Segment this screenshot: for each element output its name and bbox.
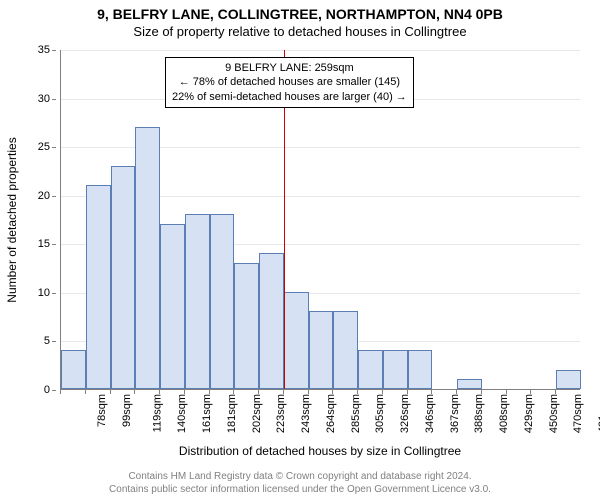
- y-axis-ticks: 05101520253035: [0, 50, 56, 390]
- y-tick-mark: [52, 293, 56, 294]
- histogram-bar: [160, 224, 185, 389]
- x-tick-mark: [283, 390, 284, 394]
- y-tick-label: 15: [0, 238, 50, 250]
- footer-line-1: Contains HM Land Registry data © Crown c…: [0, 470, 600, 483]
- y-tick-label: 20: [0, 190, 50, 202]
- y-tick-label: 30: [0, 93, 50, 105]
- x-tick-label: 470sqm: [574, 394, 585, 433]
- histogram-bar: [210, 214, 235, 389]
- histogram-bar: [383, 350, 408, 389]
- y-tick-label: 5: [0, 335, 50, 347]
- x-tick-mark: [134, 390, 135, 394]
- x-tick-mark: [308, 390, 309, 394]
- y-tick-label: 0: [0, 384, 50, 396]
- footer-line-2: Contains public sector information licen…: [0, 483, 600, 496]
- x-tick-mark: [530, 390, 531, 394]
- x-tick-label: 99sqm: [122, 394, 133, 427]
- chart-title-sub: Size of property relative to detached ho…: [0, 24, 600, 39]
- x-tick-mark: [407, 390, 408, 394]
- histogram-bar: [358, 350, 383, 389]
- x-tick-mark: [209, 390, 210, 394]
- chart-title-main: 9, BELFRY LANE, COLLINGTREE, NORTHAMPTON…: [0, 6, 600, 22]
- x-axis-label: Distribution of detached houses by size …: [60, 444, 580, 458]
- y-tick-mark: [52, 341, 56, 342]
- histogram-bar: [556, 370, 581, 389]
- x-tick-mark: [233, 390, 234, 394]
- annotation-line-1: 9 BELFRY LANE: 259sqm: [172, 61, 407, 75]
- x-tick-mark: [506, 390, 507, 394]
- histogram-bar: [86, 185, 111, 389]
- y-tick-mark: [52, 196, 56, 197]
- y-tick-mark: [52, 99, 56, 100]
- histogram-bar: [234, 263, 259, 389]
- histogram-bar: [309, 311, 334, 389]
- x-tick-label: 408sqm: [499, 394, 510, 433]
- x-tick-label: 223sqm: [276, 394, 287, 433]
- x-tick-label: 388sqm: [475, 394, 486, 433]
- histogram-bar: [111, 166, 136, 389]
- x-tick-mark: [110, 390, 111, 394]
- x-tick-mark: [60, 390, 61, 394]
- chart-container: 9, BELFRY LANE, COLLINGTREE, NORTHAMPTON…: [0, 0, 600, 500]
- histogram-bar: [457, 379, 482, 389]
- histogram-bar: [185, 214, 210, 389]
- x-tick-label: 202sqm: [252, 394, 263, 433]
- y-tick-mark: [52, 244, 56, 245]
- x-tick-label: 78sqm: [97, 394, 108, 427]
- histogram-bar: [333, 311, 358, 389]
- x-tick-mark: [431, 390, 432, 394]
- x-tick-label: 140sqm: [177, 394, 188, 433]
- x-tick-mark: [332, 390, 333, 394]
- footer-attribution: Contains HM Land Registry data © Crown c…: [0, 470, 600, 496]
- x-axis-ticks: 78sqm 99sqm 119sqm 140sqm 161sqm 181sqm 202sqm…: [60, 390, 580, 450]
- x-tick-mark: [258, 390, 259, 394]
- x-tick-mark: [456, 390, 457, 394]
- x-tick-label: 285sqm: [351, 394, 362, 433]
- x-tick-label: 264sqm: [326, 394, 337, 433]
- y-tick-label: 25: [0, 141, 50, 153]
- y-tick-label: 10: [0, 287, 50, 299]
- annotation-line-3: 22% of semi-detached houses are larger (…: [172, 90, 407, 104]
- x-tick-mark: [357, 390, 358, 394]
- x-tick-label: 305sqm: [376, 394, 387, 433]
- y-tick-label: 35: [0, 44, 50, 56]
- y-tick-mark: [52, 147, 56, 148]
- x-tick-label: 429sqm: [524, 394, 535, 433]
- x-tick-mark: [481, 390, 482, 394]
- x-tick-label: 367sqm: [450, 394, 461, 433]
- x-tick-label: 346sqm: [425, 394, 436, 433]
- x-tick-label: 326sqm: [400, 394, 411, 433]
- histogram-bar: [408, 350, 433, 389]
- x-tick-label: 450sqm: [549, 394, 560, 433]
- histogram-bar: [135, 127, 160, 389]
- annotation-line-2: ← 78% of detached houses are smaller (14…: [172, 75, 407, 89]
- annotation-box: 9 BELFRY LANE: 259sqm ← 78% of detached …: [165, 57, 414, 108]
- plot-area: 9 BELFRY LANE: 259sqm ← 78% of detached …: [60, 50, 580, 390]
- histogram-bar: [61, 350, 86, 389]
- x-tick-label: 181sqm: [227, 394, 238, 433]
- x-tick-mark: [159, 390, 160, 394]
- x-tick-label: 243sqm: [301, 394, 312, 433]
- histogram-bar: [259, 253, 284, 389]
- x-tick-mark: [382, 390, 383, 394]
- x-tick-mark: [85, 390, 86, 394]
- x-tick-mark: [184, 390, 185, 394]
- x-tick-label: 119sqm: [152, 394, 163, 432]
- y-tick-mark: [52, 390, 56, 391]
- x-tick-mark: [555, 390, 556, 394]
- histogram-bar: [284, 292, 309, 389]
- y-tick-mark: [52, 50, 56, 51]
- x-tick-label: 161sqm: [202, 394, 213, 433]
